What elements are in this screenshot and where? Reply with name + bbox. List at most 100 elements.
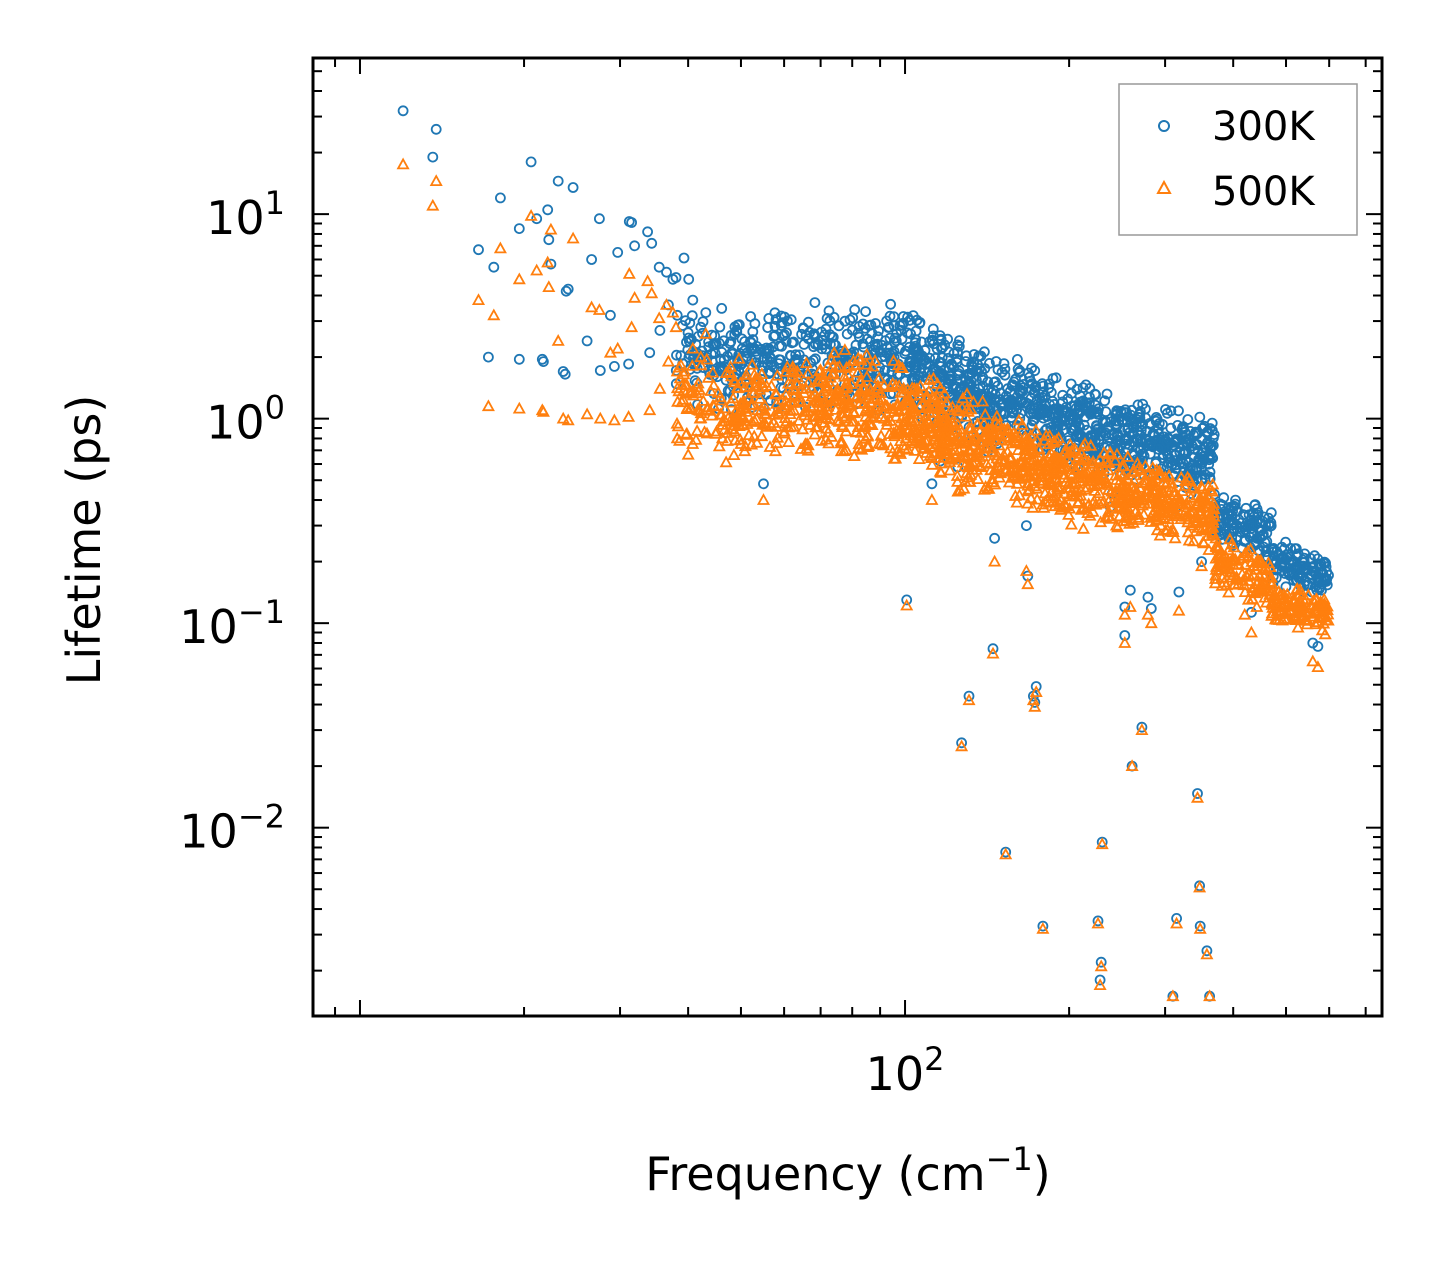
point-500k (1150, 523, 1164, 536)
point-500k (1187, 534, 1201, 547)
point-500k (769, 419, 784, 432)
point-500k (1071, 496, 1085, 509)
point-500k (945, 452, 959, 465)
point-500k (1021, 577, 1035, 590)
point-500k (933, 464, 947, 477)
point-500k (1119, 502, 1133, 515)
point-300k (1112, 427, 1123, 439)
point-300k (1239, 535, 1250, 547)
point-500k (689, 386, 704, 399)
point-500k (770, 368, 784, 381)
point-500k (1234, 551, 1248, 564)
point-500k (686, 341, 700, 354)
point-500k (690, 424, 704, 436)
point-500k (1084, 473, 1098, 486)
point-500k (1175, 484, 1189, 497)
point-500k (748, 372, 762, 385)
point-500k (692, 403, 706, 416)
point-500k (1155, 503, 1170, 515)
point-300k (1246, 522, 1257, 534)
point-500k (622, 267, 636, 279)
point-500k (1017, 443, 1031, 456)
point-500k (955, 739, 969, 752)
point-500k (1042, 449, 1056, 462)
point-500k (1123, 600, 1137, 612)
point-300k (1136, 721, 1148, 733)
point-500k (1162, 468, 1176, 481)
point-500k (1135, 723, 1149, 735)
point-500k (988, 554, 1002, 567)
point-500k (1265, 578, 1279, 590)
point-500k (652, 311, 666, 324)
point-500k (1132, 511, 1146, 523)
point-500k (1197, 522, 1212, 535)
point-300k (586, 254, 597, 265)
point-500k (726, 391, 740, 404)
point-500k (1137, 493, 1151, 506)
point-300k (961, 350, 972, 362)
point-300k (682, 327, 694, 339)
point-300k (762, 359, 773, 370)
point-500k (886, 445, 900, 458)
point-500k (816, 411, 830, 424)
point-300k (482, 351, 494, 363)
point-500k (855, 442, 869, 455)
point-500k (1227, 540, 1241, 553)
point-500k (872, 436, 886, 449)
point-300k (761, 342, 772, 354)
point-500k (1311, 660, 1325, 672)
point-500k (1278, 607, 1292, 619)
point-500k (742, 428, 756, 441)
point-500k (1000, 445, 1015, 458)
point-500k (769, 387, 784, 400)
point-300k (1207, 439, 1219, 451)
point-500k (1068, 441, 1082, 454)
point-300k (1240, 502, 1252, 514)
point-500k (758, 404, 772, 416)
point-500k (913, 399, 927, 412)
point-500k (592, 303, 606, 315)
point-300k (714, 321, 726, 333)
point-500k (1089, 497, 1103, 510)
point-500k (866, 359, 880, 372)
point-500k (611, 341, 625, 354)
point-500k (838, 343, 852, 355)
point-300k (976, 366, 987, 378)
point-500k (1138, 459, 1152, 471)
point-500k (724, 369, 738, 382)
point-500k (1052, 431, 1066, 444)
point-300k (1075, 406, 1087, 418)
point-300k (1074, 390, 1086, 402)
point-500k (796, 422, 810, 435)
point-500k (1021, 476, 1035, 489)
point-500k (561, 413, 575, 426)
point-300k (849, 304, 861, 316)
point-500k (966, 425, 980, 438)
point-300k (886, 361, 898, 372)
point-500k (1152, 464, 1166, 477)
point-500k (1125, 512, 1139, 525)
point-500k (750, 435, 764, 448)
point-500k (971, 417, 985, 430)
point-500k (834, 434, 848, 447)
point-500k (1100, 474, 1114, 487)
point-300k (820, 323, 832, 335)
point-300k (935, 334, 947, 346)
point-500k (696, 394, 710, 406)
point-500k (1074, 502, 1088, 515)
point-300k (931, 365, 942, 377)
point-300k (1318, 573, 1329, 585)
point-300k (1190, 463, 1202, 475)
point-300k (713, 337, 725, 349)
point-500k (1206, 477, 1220, 490)
point-500k (934, 381, 948, 394)
point-300k (884, 310, 896, 322)
point-500k (1105, 495, 1119, 508)
point-500k (839, 381, 853, 394)
point-500k (1244, 625, 1258, 638)
point-500k (912, 452, 926, 465)
point-300k (1044, 398, 1055, 410)
point-300k (1100, 416, 1112, 428)
point-500k (716, 414, 730, 427)
point-300k (1095, 956, 1107, 968)
